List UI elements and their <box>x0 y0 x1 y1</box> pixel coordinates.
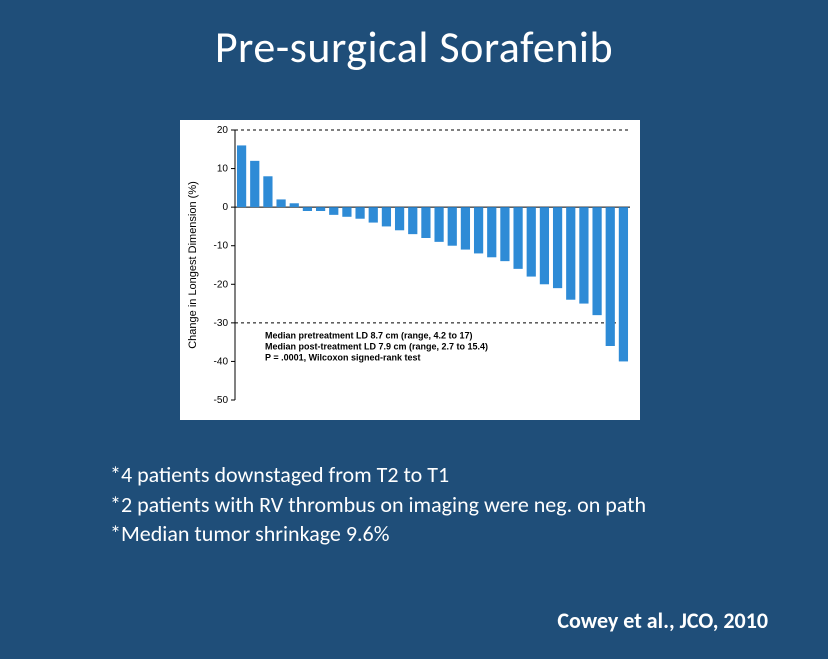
svg-text:P = .0001, Wilcoxon signed-ran: P = .0001, Wilcoxon signed-rank test <box>265 352 421 362</box>
svg-text:-30: -30 <box>214 318 229 329</box>
svg-text:10: 10 <box>217 164 229 175</box>
waterfall-chart: -50 -40 -30 -20 -10 0 10 20 Change in Longest Di… <box>180 120 640 420</box>
svg-text:-20: -20 <box>214 279 229 290</box>
svg-text:Median pretreatment LD 8.7 cm: Median pretreatment LD 8.7 cm (range, 4.… <box>265 330 473 340</box>
svg-text:-10: -10 <box>214 241 229 252</box>
svg-text:-40: -40 <box>214 356 229 367</box>
footnote-2: *2 patients with RV thrombus on imaging … <box>110 490 646 520</box>
svg-text:-50: -50 <box>214 395 229 406</box>
svg-text:0: 0 <box>222 202 228 213</box>
svg-text:Median post-treatment LD 7.9 c: Median post-treatment LD 7.9 cm (range, … <box>265 341 488 351</box>
svg-text:Change in Longest Dimension (%: Change in Longest Dimension (%) <box>187 181 199 349</box>
slide-title: Pre-surgical Sorafenib <box>0 0 828 74</box>
footnotes: *4 patients downstaged from T2 to T1 *2 … <box>110 460 646 549</box>
citation: Cowey et al., JCO, 2010 <box>557 607 768 634</box>
svg-text:20: 20 <box>217 125 229 136</box>
footnote-3: *Median tumor shrinkage 9.6% <box>110 519 646 549</box>
footnote-1: *4 patients downstaged from T2 to T1 <box>110 460 646 490</box>
